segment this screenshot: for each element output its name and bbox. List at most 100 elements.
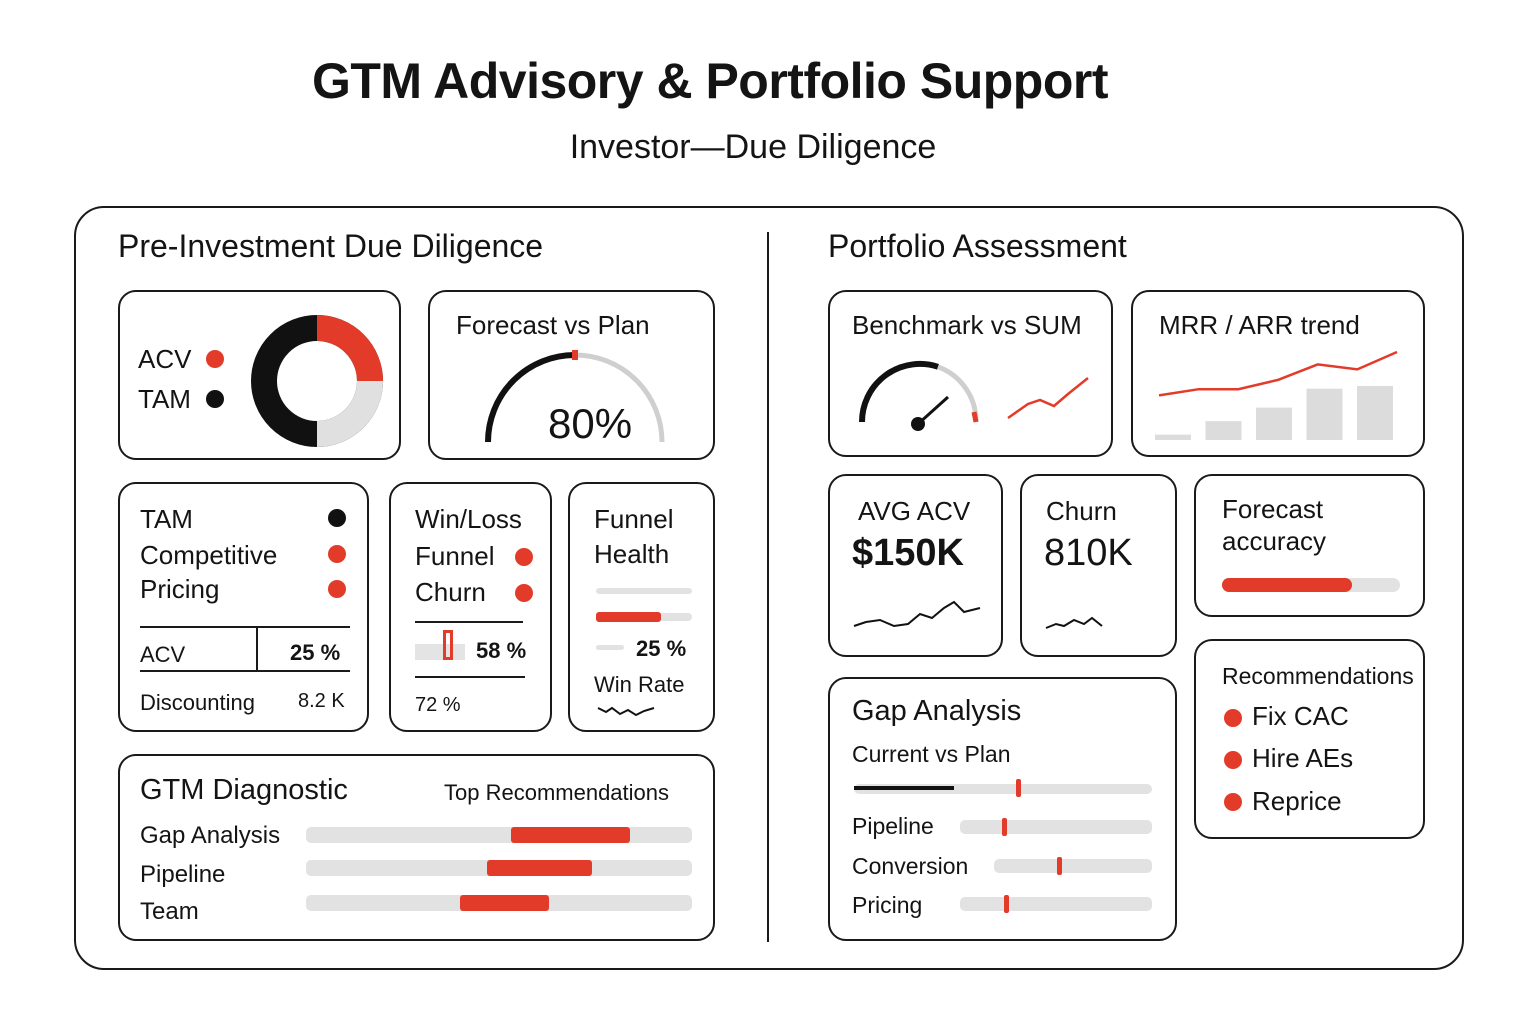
recommendation-dot-2 (1224, 751, 1242, 769)
diagnostic-row-pipeline-bar (487, 860, 592, 876)
mrr-bar (1155, 434, 1191, 440)
acv-label: ACV (140, 642, 186, 667)
discounting-label: Discounting (140, 690, 255, 715)
mrr-bar (1256, 407, 1292, 440)
benchmark-card[interactable]: Benchmark vs SUM (828, 290, 1113, 457)
avg-acv-sparkline (853, 600, 981, 628)
portfolio-assessment-title: Portfolio Assessment (828, 228, 1127, 264)
gap-row-pricing-label: Pricing (852, 892, 923, 918)
forecast-accuracy-title-1: Forecast (1222, 494, 1324, 524)
forecast-vs-plan-card[interactable]: Forecast vs Plan 80% (428, 290, 715, 460)
churn-card[interactable]: Churn 810K (1020, 474, 1177, 657)
gap-row-pipeline-track (960, 820, 1152, 834)
winloss-bottom-value: 72 % (415, 694, 461, 716)
winloss-bar-value: 58 % (476, 638, 527, 663)
diagnostic-row-gap-label: Gap Analysis (140, 822, 281, 849)
benchmark-gauge-marker (971, 411, 979, 423)
forecast-accuracy-fill (1222, 578, 1352, 592)
gap-analysis-title: Gap Analysis (852, 695, 1022, 727)
legend-tam-dot (206, 390, 224, 408)
recommendation-hire-aes[interactable]: Hire AEs (1252, 743, 1354, 773)
benchmark-gauge-pivot (911, 417, 925, 431)
forecast-value: 80% (548, 400, 633, 447)
funnel-bar-fill (596, 612, 662, 622)
page-title: GTM Advisory & Portfolio Support (311, 53, 1109, 109)
section-divider (767, 232, 769, 942)
diagnostic-row-gap-track (306, 827, 692, 843)
winloss-card[interactable]: Win/Loss Funnel Churn 58 % 72 % (389, 482, 552, 732)
mrr-arr-chart (1155, 350, 1398, 440)
funnel-health-title-1: Funnel (594, 504, 674, 534)
checklist-item-competitive: Competitive (140, 540, 278, 570)
avg-acv-card[interactable]: AVG ACV $150K (828, 474, 1003, 657)
legend-tam-label: TAM (138, 384, 191, 414)
forecast-accuracy-title-2: accuracy (1222, 526, 1327, 556)
diagnostic-row-team-label: Team (140, 898, 199, 925)
recommendation-dot-1 (1224, 709, 1242, 727)
top-recommendations-label: Top Recommendations (444, 780, 670, 805)
gap-row-pricing-marker (1004, 895, 1010, 913)
gap-row-conversion-track (994, 859, 1152, 873)
avg-acv-label: AVG ACV (858, 496, 971, 526)
funnel-health-card[interactable]: Funnel Health 25 % Win Rate (568, 482, 715, 732)
checklist-separator (140, 626, 350, 628)
mrr-arr-title: MRR / ARR trend (1159, 310, 1360, 340)
gap-analysis-card[interactable]: Gap Analysis Current vs Plan Pipeline Co… (828, 677, 1177, 941)
checklist-item-tam: TAM (140, 504, 193, 534)
gap-header-track (854, 784, 1152, 794)
donut-card[interactable]: ACV TAM (118, 290, 401, 460)
avg-acv-value: $150K (852, 532, 964, 574)
diagnostic-row-pipeline-label: Pipeline (140, 861, 226, 888)
checklist-separator-2 (140, 670, 350, 672)
checklist-dot-pricing (328, 580, 346, 598)
recommendation-fix-cac[interactable]: Fix CAC (1252, 701, 1349, 731)
pre-investment-title: Pre-Investment Due Diligence (118, 228, 544, 264)
gap-row-conversion-label: Conversion (852, 853, 969, 879)
mrr-arr-card[interactable]: MRR / ARR trend (1131, 290, 1425, 457)
benchmark-trend-line (1007, 377, 1089, 420)
recommendations-card[interactable]: Recommendations Fix CAC Hire AEs Reprice (1194, 639, 1425, 839)
winloss-top-line (415, 621, 523, 623)
funnel-health-title-2: Health (594, 539, 670, 569)
mrr-trend-line (1158, 350, 1398, 397)
churn-label: Churn (1046, 496, 1117, 526)
mrr-bar (1357, 386, 1393, 440)
winloss-dot-churn (515, 584, 533, 602)
funnel-track-3 (596, 645, 624, 650)
page-subtitle: Investor—Due Diligence (569, 128, 937, 166)
donut-gray-segment (316, 380, 383, 447)
benchmark-title: Benchmark vs SUM (852, 310, 1082, 340)
legend-acv-dot (206, 350, 224, 368)
gtm-diagnostic-card[interactable]: GTM Diagnostic Top Recommendations Gap A… (118, 754, 715, 941)
gap-analysis-subtitle: Current vs Plan (852, 741, 1011, 767)
dashboard-frame (74, 206, 1464, 970)
winloss-marker (443, 630, 453, 660)
checklist-column-divider (256, 626, 258, 670)
checklist-item-pricing: Pricing (140, 574, 220, 604)
win-rate-label: Win Rate (594, 672, 685, 697)
funnel-track-1 (596, 588, 692, 594)
gap-row-conversion-marker (1056, 857, 1062, 875)
winloss-item-funnel: Funnel (415, 541, 495, 571)
tam-checklist-card[interactable]: TAM Competitive Pricing ACV 25 % Discoun… (118, 482, 369, 732)
gap-row-pipeline-label: Pipeline (852, 813, 934, 839)
donut-red-segment (316, 315, 383, 382)
mrr-bar (1205, 421, 1242, 440)
diagnostic-row-team-bar (460, 895, 550, 911)
winloss-mini-bar (415, 644, 465, 660)
benchmark-gauge (858, 360, 979, 431)
gap-header-current (854, 786, 954, 790)
forecast-gauge-fill (485, 352, 576, 443)
forecast-gauge (485, 350, 665, 443)
recommendation-dot-3 (1224, 793, 1242, 811)
discounting-value: 8.2 K (298, 690, 345, 712)
recommendations-title: Recommendations (1222, 663, 1414, 689)
funnel-value: 25 % (636, 636, 687, 661)
mrr-bar (1306, 388, 1343, 440)
checklist-dot-tam (328, 509, 346, 527)
acv-value: 25 % (290, 640, 341, 665)
winloss-bottom-line (415, 676, 525, 678)
recommendation-reprice[interactable]: Reprice (1252, 786, 1342, 816)
forecast-accuracy-card[interactable]: Forecast accuracy (1194, 474, 1425, 617)
winloss-item-winloss: Win/Loss (415, 504, 522, 534)
